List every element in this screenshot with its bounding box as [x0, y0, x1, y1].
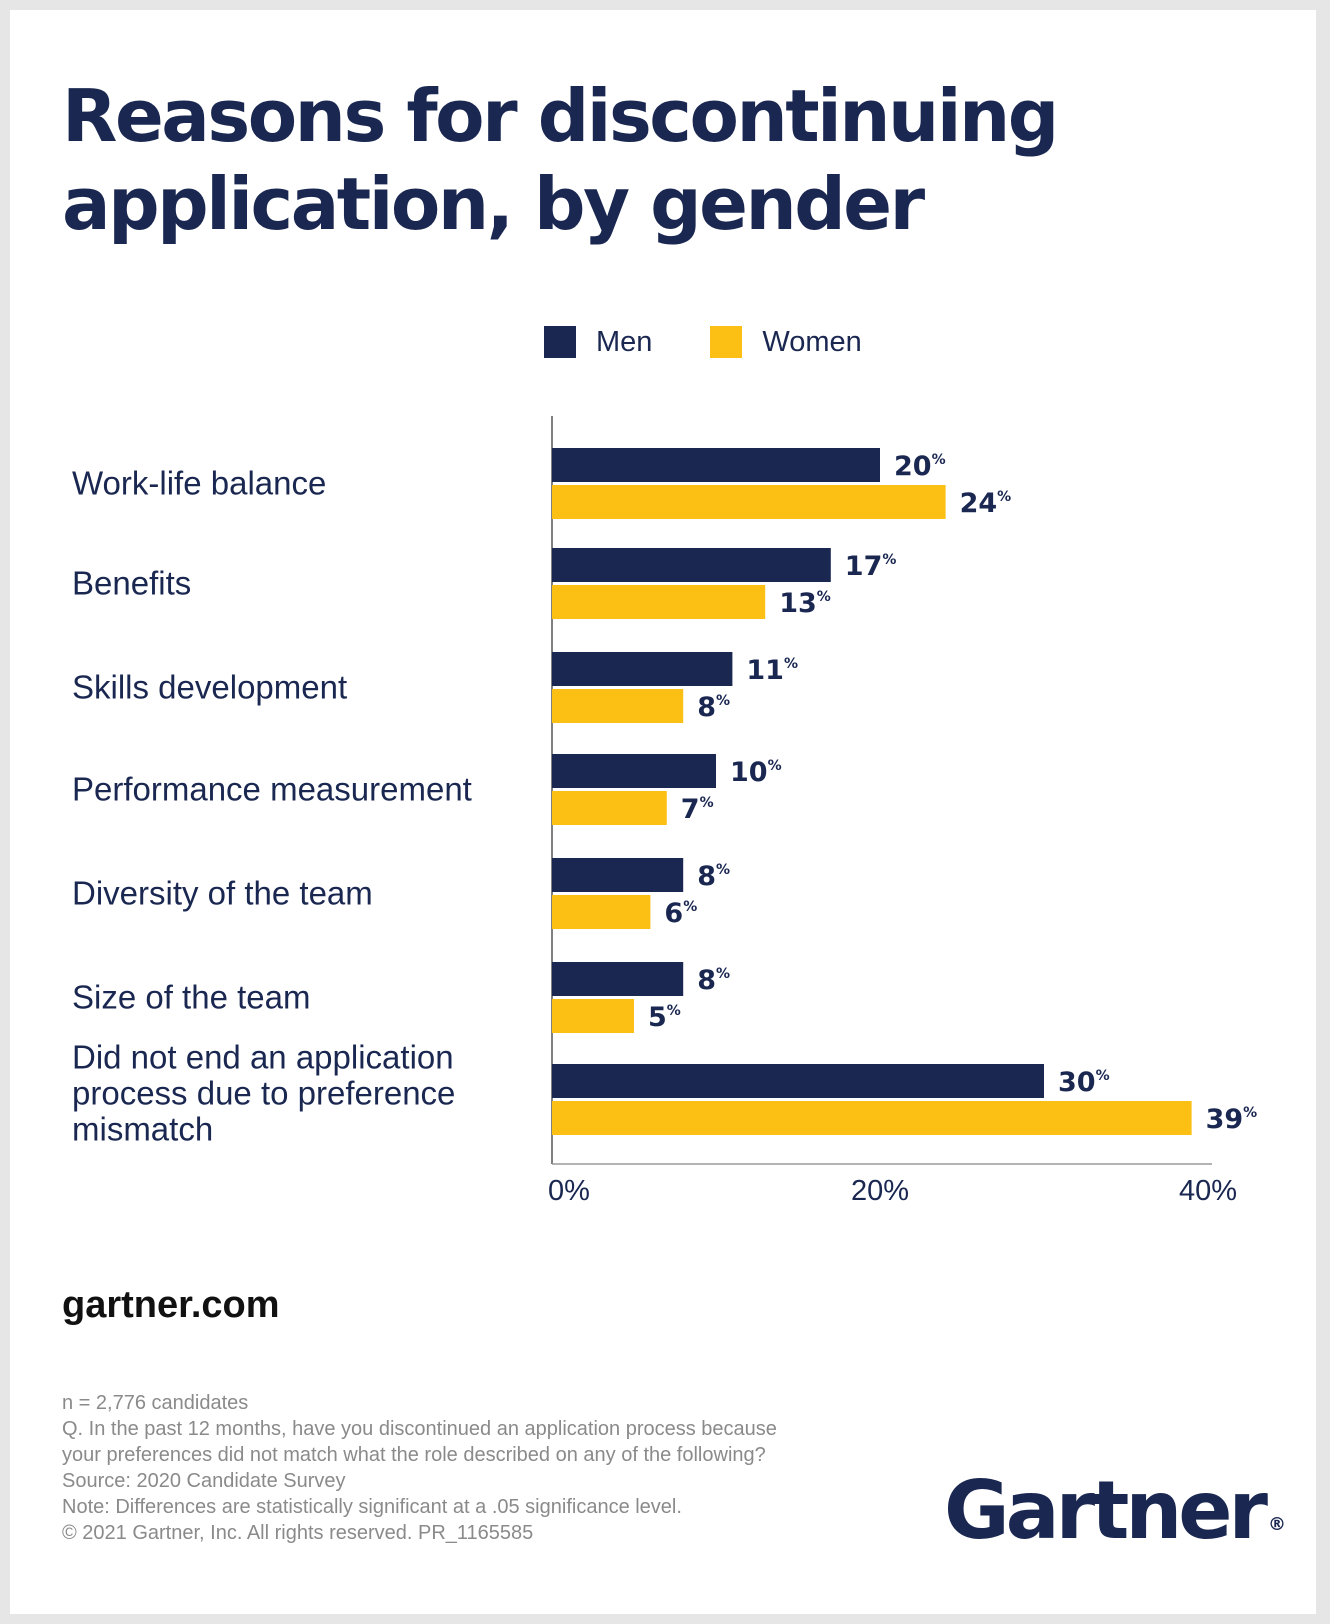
bar-men [552, 754, 716, 788]
footnote-note: Note: Differences are statistically sign… [62, 1496, 682, 1518]
bar-women [552, 585, 766, 619]
footnote-sample-size: n = 2,776 candidates [62, 1392, 249, 1414]
data-label: 8% [697, 965, 730, 996]
bar-women [552, 689, 684, 723]
bar-men [552, 1064, 1044, 1098]
gartner-logo: Gartner ® [944, 1466, 1286, 1570]
category-label: Performance measurement [72, 771, 472, 808]
x-tick-label: 20% [851, 1175, 909, 1207]
bar-women [552, 895, 651, 929]
bar-women [552, 485, 946, 519]
bar-men [552, 962, 684, 996]
footnote-source: Source: 2020 Candidate Survey [62, 1470, 346, 1492]
legend-label-men: Men [596, 325, 653, 358]
legend-swatch-men [544, 326, 576, 358]
logo-text: Gartner [944, 1464, 1268, 1557]
bar-men [552, 858, 684, 892]
footnote-copyright: © 2021 Gartner, Inc. All rights reserved… [62, 1522, 534, 1544]
chart-title: Reasons for discontinuing application, b… [62, 74, 1059, 246]
data-label: 24% [960, 488, 1012, 519]
bar-women [552, 1101, 1192, 1135]
source-link[interactable]: gartner.com [62, 1284, 280, 1326]
bar-men [552, 548, 831, 582]
footnote-question-line-2: your preferences did not match what the … [62, 1444, 766, 1466]
bar-men [552, 652, 733, 686]
data-label: 30% [1058, 1067, 1110, 1098]
bar-men [552, 448, 880, 482]
category-label: Work-life balance [72, 465, 326, 502]
data-label: 20% [894, 451, 946, 482]
category-label: Diversity of the team [72, 875, 373, 912]
data-label: 10% [730, 757, 782, 788]
category-label: Size of the team [72, 979, 310, 1016]
x-tick-label: 0% [548, 1175, 590, 1207]
registered-mark: ® [1268, 1514, 1287, 1535]
data-label: 13% [779, 588, 831, 619]
legend-item-women: Women [710, 325, 862, 359]
legend-swatch-women [710, 326, 743, 358]
bar-women [552, 999, 634, 1033]
data-label: 17% [845, 551, 897, 582]
bar-women [552, 791, 667, 825]
category-label: Skills development [72, 669, 347, 706]
footnotes: n = 2,776 candidates Q. In the past 12 m… [62, 1390, 922, 1546]
category-label: Benefits [72, 565, 191, 602]
data-label: 5% [648, 1002, 681, 1033]
data-label: 6% [664, 898, 697, 929]
chart-legend: Men Women [544, 322, 920, 362]
category-label: Did not end an application process due to… [72, 1039, 455, 1148]
data-label: 39% [1206, 1104, 1258, 1135]
data-label: 8% [697, 692, 730, 723]
legend-label-women: Women [762, 325, 862, 358]
data-label: 11% [746, 655, 798, 686]
footnote-question-line-1: Q. In the past 12 months, have you disco… [62, 1418, 777, 1440]
data-label: 8% [697, 861, 730, 892]
x-tick-label: 40% [1179, 1175, 1237, 1207]
data-label: 7% [681, 794, 714, 825]
legend-item-men: Men [544, 326, 652, 359]
